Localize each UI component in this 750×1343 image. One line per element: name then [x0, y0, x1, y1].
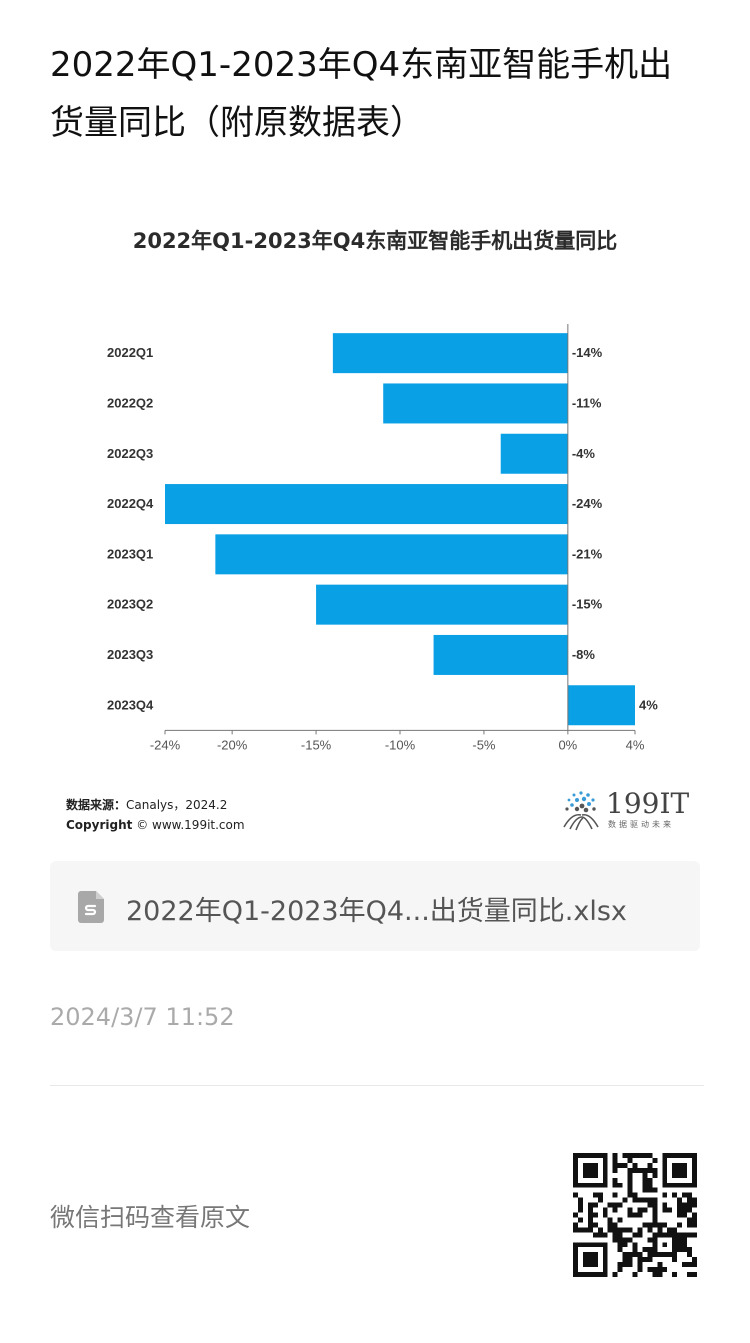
data-label: -4%: [572, 446, 596, 461]
article-title: 2022年Q1-2023年Q4东南亚智能手机出货量同比（附原数据表）: [50, 45, 673, 143]
bar: [316, 584, 568, 625]
chart-image: 2022Q1 -14% 2022Q2 -11% 2022Q3 -4% 2022Q4 -24% 2…: [50, 205, 700, 845]
bar: [332, 333, 568, 374]
x-tick-label: -5%: [472, 737, 496, 752]
data-label: -21%: [572, 546, 603, 561]
bar: [433, 634, 568, 675]
category-label: 2022Q2: [107, 395, 153, 410]
brand-name: 199IT: [606, 787, 690, 820]
x-tick-label: -24%: [150, 737, 181, 752]
brand-burst-icon: [563, 791, 599, 831]
qr-code-icon[interactable]: [573, 1153, 697, 1277]
brand-slogan: 数据驱动未来: [608, 820, 674, 829]
bar: [567, 685, 635, 726]
x-tick-label: -20%: [217, 737, 248, 752]
attachment-filename[interactable]: 2022年Q1-2023年Q4...出货量同比.xlsx: [126, 896, 627, 927]
source-label: 数据来源：: [66, 798, 127, 812]
data-label: 4%: [639, 697, 658, 712]
category-label: 2022Q4: [107, 496, 154, 511]
x-tick-label: -10%: [385, 737, 416, 752]
copyright-text: © www.199it.com: [136, 818, 245, 832]
data-label: -8%: [572, 647, 596, 662]
publish-timestamp: 2024/3/7 11:52: [50, 1003, 235, 1031]
source-text: Canalys，2024.2: [126, 798, 228, 812]
category-label: 2023Q1: [107, 546, 153, 561]
chart-source: 数据来源：Canalys，2024.2 Copyright © www.199i…: [66, 795, 245, 835]
brand-logo: 199IT 数据驱动未来: [558, 785, 698, 835]
bar: [383, 383, 568, 424]
bar: [500, 433, 568, 474]
x-tick-label: 0%: [558, 737, 577, 752]
category-label: 2022Q1: [107, 345, 153, 360]
category-label: 2023Q4: [107, 697, 154, 712]
qr-hint-text: 微信扫码查看原文: [50, 1203, 251, 1232]
category-label: 2023Q3: [107, 647, 153, 662]
spreadsheet-file-icon: [78, 891, 104, 923]
data-label: -15%: [572, 597, 603, 612]
data-label: -24%: [572, 496, 603, 511]
divider: [50, 1085, 704, 1086]
bar: [165, 484, 568, 525]
data-label: -14%: [572, 345, 603, 360]
copyright-label: Copyright: [66, 818, 133, 832]
x-tick-label: -15%: [301, 737, 332, 752]
bar-chart: 2022Q1 -14% 2022Q2 -11% 2022Q3 -4% 2022Q4 -24% 2…: [107, 324, 658, 752]
x-tick-label: 4%: [626, 737, 645, 752]
data-label: -11%: [572, 395, 602, 410]
attachment-card[interactable]: 2022年Q1-2023年Q4...出货量同比.xlsx: [50, 861, 700, 951]
bar: [215, 534, 568, 575]
chart-title: 2022年Q1-2023年Q4东南亚智能手机出货量同比: [132, 229, 618, 253]
category-label: 2023Q2: [107, 597, 153, 612]
category-label: 2022Q3: [107, 446, 153, 461]
